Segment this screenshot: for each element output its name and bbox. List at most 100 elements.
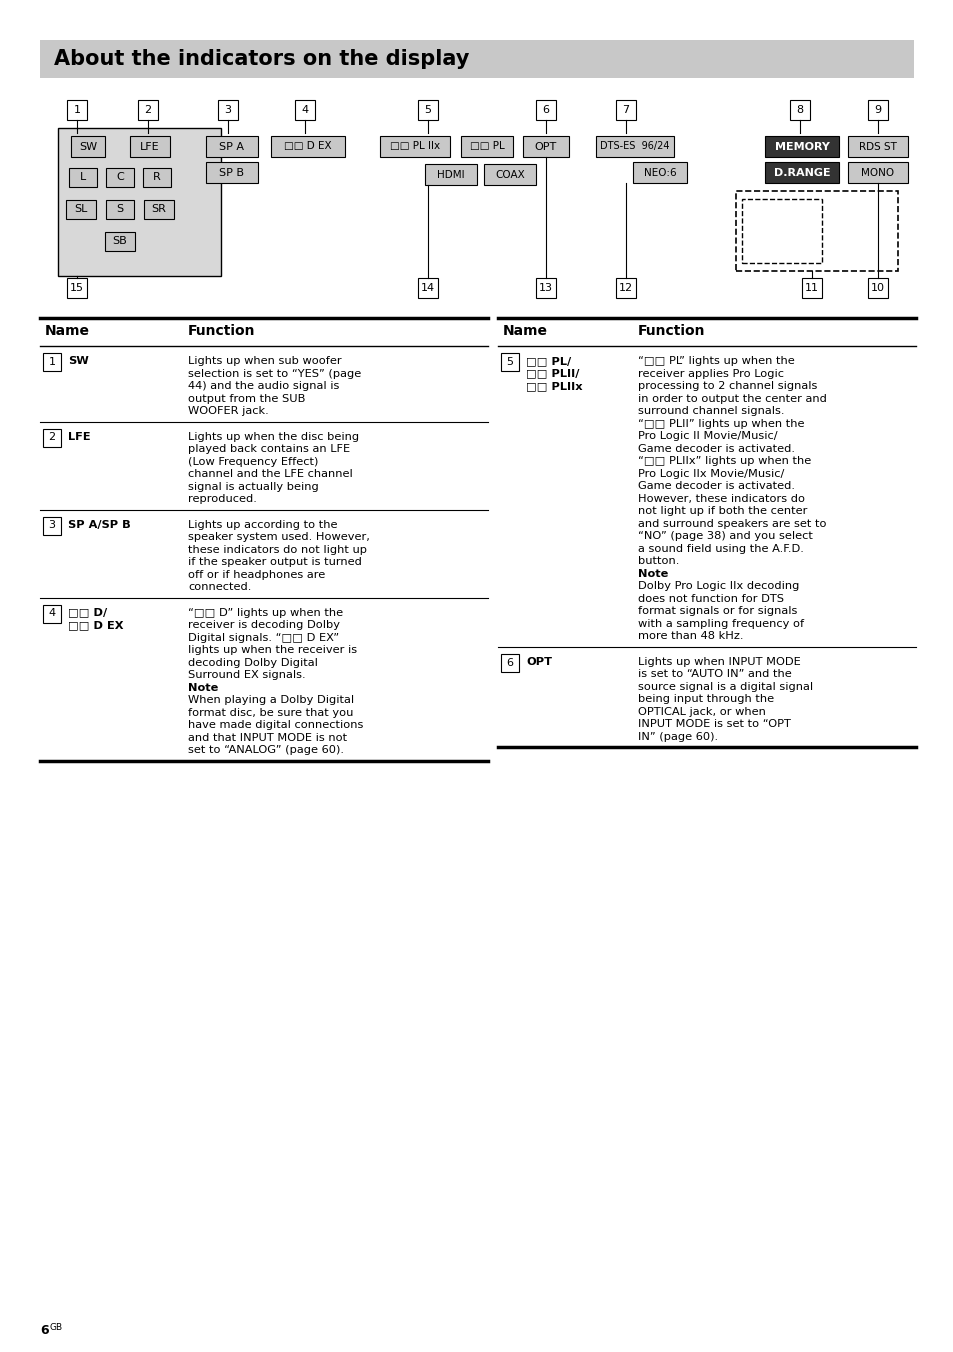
Bar bbox=[460, 137, 513, 157]
Text: SW: SW bbox=[68, 356, 89, 366]
Text: However, these indicators do: However, these indicators do bbox=[638, 493, 804, 504]
Text: Function: Function bbox=[188, 324, 255, 338]
Text: 1: 1 bbox=[73, 105, 80, 115]
Bar bbox=[741, 199, 821, 264]
Text: is set to “AUTO IN” and the: is set to “AUTO IN” and the bbox=[638, 669, 791, 679]
Text: more than 48 kHz.: more than 48 kHz. bbox=[638, 631, 742, 641]
Bar bbox=[801, 279, 821, 297]
Bar bbox=[67, 279, 87, 297]
Bar bbox=[789, 100, 809, 120]
Text: off or if headphones are: off or if headphones are bbox=[188, 569, 325, 580]
Bar bbox=[106, 200, 133, 219]
Text: □□ PLIIx: □□ PLIIx bbox=[525, 381, 582, 391]
Text: Note: Note bbox=[188, 683, 218, 692]
Bar bbox=[271, 137, 345, 157]
Text: SP A: SP A bbox=[219, 142, 244, 151]
Text: receiver is decoding Dolby: receiver is decoding Dolby bbox=[188, 621, 339, 630]
Text: channel and the LFE channel: channel and the LFE channel bbox=[188, 469, 353, 479]
Text: OPTICAL jack, or when: OPTICAL jack, or when bbox=[638, 707, 765, 717]
Bar bbox=[596, 137, 673, 157]
Text: SL: SL bbox=[74, 204, 88, 215]
Bar bbox=[764, 137, 838, 157]
Bar bbox=[735, 191, 897, 270]
Text: 8: 8 bbox=[796, 105, 802, 115]
Text: Name: Name bbox=[502, 324, 547, 338]
Text: Name: Name bbox=[45, 324, 90, 338]
Text: Game decoder is activated.: Game decoder is activated. bbox=[638, 443, 794, 454]
Bar bbox=[143, 168, 171, 187]
Text: GB: GB bbox=[50, 1322, 63, 1332]
Text: Lights up when INPUT MODE: Lights up when INPUT MODE bbox=[638, 657, 800, 667]
Text: SB: SB bbox=[112, 237, 128, 246]
Text: Pro Logic IIx Movie/Music/: Pro Logic IIx Movie/Music/ bbox=[638, 469, 783, 479]
Bar bbox=[206, 162, 257, 183]
Bar bbox=[71, 137, 105, 157]
Bar bbox=[43, 429, 61, 446]
Text: 12: 12 bbox=[618, 283, 633, 293]
Text: MEMORY: MEMORY bbox=[774, 142, 828, 151]
Text: OPT: OPT bbox=[535, 142, 557, 151]
Text: signal is actually being: signal is actually being bbox=[188, 481, 318, 492]
Text: RDS ST: RDS ST bbox=[858, 142, 896, 151]
Text: in order to output the center and: in order to output the center and bbox=[638, 393, 826, 404]
Text: 15: 15 bbox=[70, 283, 84, 293]
Text: MONO: MONO bbox=[861, 168, 894, 177]
Text: 2: 2 bbox=[144, 105, 152, 115]
Bar bbox=[294, 100, 314, 120]
Bar bbox=[424, 164, 476, 185]
Bar bbox=[867, 100, 887, 120]
Bar bbox=[130, 137, 170, 157]
Text: LFE: LFE bbox=[140, 142, 160, 151]
Text: played back contains an LFE: played back contains an LFE bbox=[188, 445, 350, 454]
Text: Game decoder is activated.: Game decoder is activated. bbox=[638, 481, 794, 491]
Bar bbox=[417, 100, 437, 120]
Text: not light up if both the center: not light up if both the center bbox=[638, 506, 806, 516]
Text: □□ D/: □□ D/ bbox=[68, 608, 107, 618]
Text: □□ PL: □□ PL bbox=[469, 142, 504, 151]
Text: selection is set to “YES” (page: selection is set to “YES” (page bbox=[188, 369, 361, 379]
Text: INPUT MODE is set to “OPT: INPUT MODE is set to “OPT bbox=[638, 719, 790, 729]
Text: 4: 4 bbox=[301, 105, 308, 115]
Text: COAX: COAX bbox=[495, 169, 524, 180]
Text: 9: 9 bbox=[874, 105, 881, 115]
Text: 6: 6 bbox=[542, 105, 549, 115]
Text: □□ D EX: □□ D EX bbox=[68, 621, 123, 630]
Text: 6: 6 bbox=[40, 1324, 49, 1337]
Text: R: R bbox=[153, 173, 161, 183]
Text: processing to 2 channel signals: processing to 2 channel signals bbox=[638, 381, 817, 391]
Bar bbox=[58, 128, 221, 276]
Text: these indicators do not light up: these indicators do not light up bbox=[188, 545, 367, 554]
Text: 7: 7 bbox=[621, 105, 629, 115]
Text: a sound field using the A.F.D.: a sound field using the A.F.D. bbox=[638, 544, 803, 554]
Text: format signals or for signals: format signals or for signals bbox=[638, 606, 797, 617]
Text: set to “ANALOG” (page 60).: set to “ANALOG” (page 60). bbox=[188, 745, 344, 756]
Text: (Low Frequency Effect): (Low Frequency Effect) bbox=[188, 457, 318, 466]
Text: Function: Function bbox=[638, 324, 705, 338]
Text: IN” (page 60).: IN” (page 60). bbox=[638, 731, 718, 742]
Text: 5: 5 bbox=[424, 105, 431, 115]
Text: HDMI: HDMI bbox=[436, 169, 464, 180]
Text: speaker system used. However,: speaker system used. However, bbox=[188, 533, 370, 542]
Bar bbox=[633, 162, 686, 183]
Text: WOOFER jack.: WOOFER jack. bbox=[188, 406, 269, 416]
Text: “□□ PLII” lights up when the: “□□ PLII” lights up when the bbox=[638, 419, 803, 429]
Text: OPT: OPT bbox=[525, 657, 552, 667]
Text: DTS-ES  96/24: DTS-ES 96/24 bbox=[599, 142, 669, 151]
Text: 3: 3 bbox=[224, 105, 232, 115]
Text: 5: 5 bbox=[506, 357, 513, 366]
Text: being input through the: being input through the bbox=[638, 694, 773, 704]
Bar bbox=[764, 162, 838, 183]
Text: SR: SR bbox=[152, 204, 166, 215]
Bar bbox=[483, 164, 536, 185]
Text: receiver applies Pro Logic: receiver applies Pro Logic bbox=[638, 369, 783, 379]
Text: 1: 1 bbox=[49, 357, 55, 366]
Text: source signal is a digital signal: source signal is a digital signal bbox=[638, 681, 812, 692]
Text: lights up when the receiver is: lights up when the receiver is bbox=[188, 645, 356, 656]
Text: NEO:6: NEO:6 bbox=[643, 168, 676, 177]
Text: surround channel signals.: surround channel signals. bbox=[638, 406, 783, 416]
Text: 6: 6 bbox=[506, 657, 513, 668]
Bar bbox=[66, 200, 96, 219]
Text: □□ PL IIx: □□ PL IIx bbox=[390, 142, 439, 151]
Text: decoding Dolby Digital: decoding Dolby Digital bbox=[188, 658, 317, 668]
Bar bbox=[379, 137, 450, 157]
